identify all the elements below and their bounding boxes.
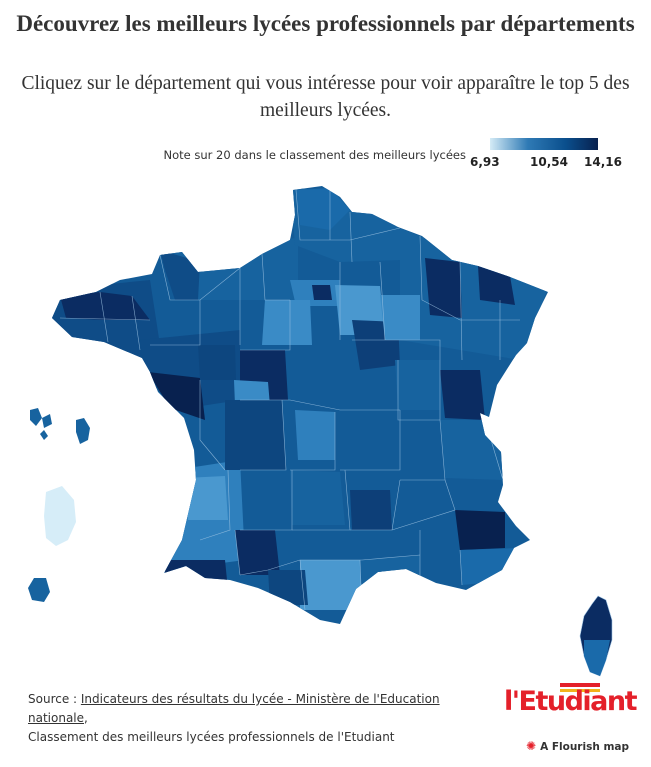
letudiant-logo[interactable]: l'Etudiant [504, 686, 638, 717]
legend-title: Note sur 20 dans le classement des meill… [163, 148, 466, 162]
dept-gironde[interactable] [185, 476, 228, 520]
dept-finistere-cotes[interactable] [60, 292, 150, 320]
flourish-burst-icon: ✺ [526, 739, 537, 753]
dept-haute-garonne[interactable] [268, 570, 308, 605]
flourish-credit-label: A Flourish map [540, 741, 630, 753]
dept-sarthe-mayenne[interactable] [198, 345, 236, 380]
source-link[interactable]: Indicateurs des résultats du lycée - Min… [28, 692, 440, 725]
dept-vienne-haute-vienne[interactable] [225, 400, 286, 470]
source-note: Source : Indicateurs des résultats du ly… [28, 690, 498, 747]
source-link-suffix: , [84, 711, 88, 725]
guadeloupe[interactable] [30, 408, 52, 440]
legend-min-value: 6,93 [470, 155, 500, 169]
page-subtitle: Cliquez sur le département qui vous inté… [21, 73, 630, 121]
dept-marne-haute[interactable] [380, 295, 420, 340]
dept-nord-pas-de-calais[interactable] [296, 188, 350, 230]
region-rhone-alpes[interactable] [440, 420, 503, 480]
reunion[interactable] [28, 578, 50, 602]
dept-pyrenees-atlantiques[interactable] [165, 560, 228, 590]
source-line-2: Classement des meilleurs lycées professi… [28, 730, 395, 744]
dept-correze-lot[interactable] [290, 470, 345, 525]
dept-marne-ardennes[interactable] [425, 258, 462, 318]
dept-vaucluse-alpes[interactable] [455, 510, 505, 550]
dept-cote-dor[interactable] [395, 360, 440, 410]
france-departments-map [28, 186, 613, 677]
dept-paris[interactable] [312, 285, 332, 300]
dept-cantal-aveyron[interactable] [350, 490, 392, 530]
dept-var-alpes-maritimes[interactable] [460, 548, 520, 585]
logo-bar-yellow [560, 689, 600, 692]
logo-bar-red [560, 683, 600, 687]
legend-color-scale [490, 138, 598, 150]
dept-moselle[interactable] [478, 266, 515, 305]
source-prefix: Source : [28, 692, 81, 706]
guyane[interactable] [44, 486, 76, 546]
dept-aude-ariege[interactable] [300, 560, 362, 610]
metropolitan-france[interactable] [50, 186, 548, 624]
legend-mid-value: 10,54 [530, 155, 568, 169]
legend-max-value: 14,16 [584, 155, 622, 169]
dept-doubs-jura[interactable] [440, 370, 485, 420]
dept-puy-de-dome[interactable] [295, 410, 335, 460]
dept-loire-atlantique[interactable] [148, 372, 205, 420]
dept-corse-du-sud[interactable] [584, 640, 610, 676]
dept-manche[interactable] [160, 250, 200, 300]
dept-lot-et-garonne[interactable] [235, 530, 280, 575]
martinique[interactable] [76, 418, 90, 444]
dept-eure-et-loir[interactable] [262, 300, 312, 345]
page-title: Découvrez les meilleurs lycées professio… [16, 11, 635, 36]
flourish-credit[interactable]: ✺ A Flourish map [526, 739, 629, 753]
